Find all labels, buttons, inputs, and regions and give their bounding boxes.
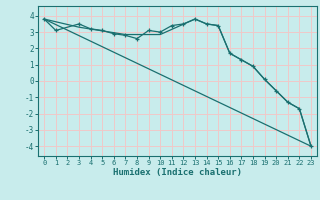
X-axis label: Humidex (Indice chaleur): Humidex (Indice chaleur) (113, 168, 242, 177)
